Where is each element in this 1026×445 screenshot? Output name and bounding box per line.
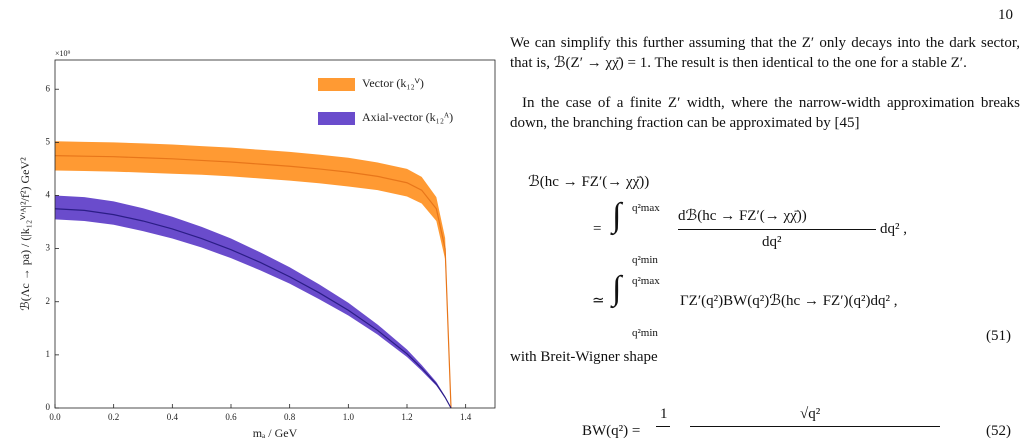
paragraph: In the case of a finite Z′ width, where … (510, 95, 1020, 131)
equation-number: (51) (986, 328, 1011, 344)
x-tick-label: 0.8 (284, 412, 296, 422)
uncertainty-band (55, 141, 451, 408)
legend-label: Vector (k₁₂ⱽ) (362, 76, 424, 90)
relation: = (593, 221, 602, 237)
equation-tail: dq² , (880, 221, 907, 237)
chart: 0.0 0.2 0.4 0.6 0.8 1.0 1.2 1.4 0 1 2 3 4 5 6 ×10⁹ mₐ / … (18, 49, 496, 440)
limit: q²min (632, 327, 658, 339)
x-tick-label: 0.2 (108, 412, 119, 422)
x-tick-label: 0.0 (49, 412, 61, 422)
plot-frame (54, 59, 496, 409)
equation-lhs: ℬ(hc → FZ′(→ χχ̄)) (528, 174, 650, 190)
y-axis-label: ℬ(Λc → pa) / (|k₁₂ⱽ'ᴬ|²/f²) GeV² (18, 157, 32, 311)
y-tick-label: 0 (46, 402, 51, 412)
y-tick-label: 6 (46, 83, 51, 93)
paragraph: We can simplify this further assuming th… (510, 35, 1020, 71)
equation-body: ΓZ′(q²)BW(q²)ℬ(hc → FZ′)(q²)dq² , (680, 293, 898, 309)
x-tick-label: 1.0 (343, 412, 355, 422)
y-tick-label: 5 (46, 136, 51, 146)
x-axis-label: mₐ / GeV (253, 426, 298, 440)
y-tick-label: 1 (46, 349, 51, 359)
legend-swatch (318, 112, 355, 125)
denominator: dq² (762, 234, 782, 250)
paragraph: with Breit-Wigner shape (510, 349, 658, 365)
x-tick-label: 0.4 (167, 412, 179, 422)
x-tick-label: 0.6 (225, 412, 237, 422)
uncertainty-band (55, 195, 451, 408)
numerator: dℬ(hc → FZ′(→ χχ̄)) (678, 208, 807, 224)
equation-number: (52) (986, 423, 1011, 439)
y-tick-label: 4 (46, 190, 51, 200)
legend-swatch (318, 78, 355, 91)
central-line (54, 208, 452, 409)
numerator: 1 (660, 406, 668, 422)
limit: q²max (632, 275, 660, 287)
y-offset-label: ×10⁹ (55, 49, 71, 58)
numerator: √q² (800, 406, 821, 422)
page-number: 10 (998, 7, 1013, 23)
legend-label: Axial-vector (k₁₂ᴬ) (362, 110, 453, 124)
relation: ≃ (592, 293, 605, 309)
limit: q²max (632, 202, 660, 214)
x-tick-label: 1.4 (460, 412, 472, 422)
y-tick-label: 3 (46, 243, 51, 253)
x-tick-label: 1.2 (401, 412, 412, 422)
central-line (54, 155, 452, 409)
equation-lhs: BW(q²) = (582, 423, 641, 439)
limit: q²min (632, 254, 658, 266)
y-tick-label: 2 (46, 296, 51, 306)
